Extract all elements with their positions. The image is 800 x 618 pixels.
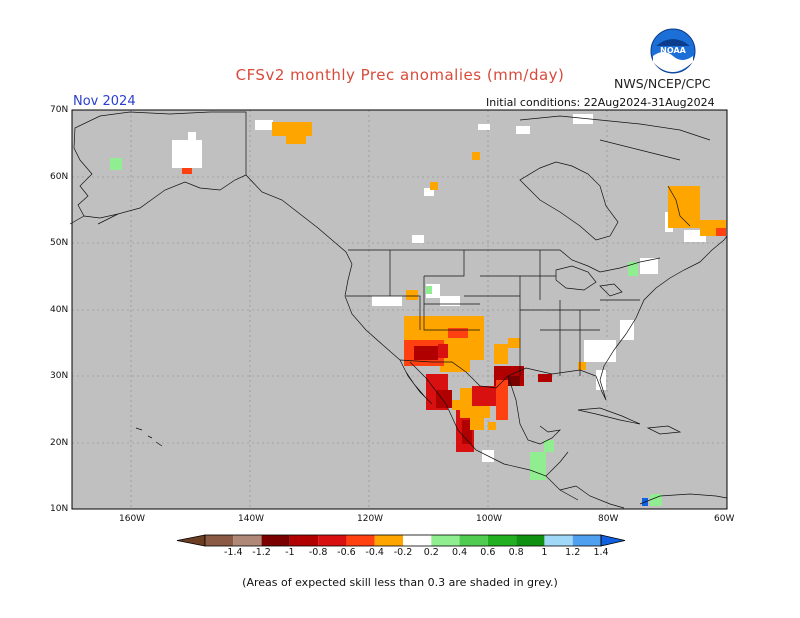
colorbar-swatches bbox=[176, 534, 626, 547]
colorbar-swatch bbox=[205, 535, 234, 546]
lon-tick: 100W bbox=[476, 514, 503, 524]
colorbar-swatch bbox=[487, 535, 517, 546]
colorbar-swatch bbox=[289, 535, 319, 546]
initial-conditions: Initial conditions: 22Aug2024-31Aug2024 bbox=[486, 96, 715, 109]
canada-west-coast bbox=[245, 174, 353, 265]
map-frame bbox=[71, 109, 728, 510]
colorbar-tick: -1.4 bbox=[224, 547, 243, 558]
dry-anomaly-areas bbox=[182, 122, 726, 452]
south-america-north bbox=[639, 493, 728, 505]
gulf-coast bbox=[507, 365, 607, 445]
colorbar-swatch bbox=[374, 535, 403, 546]
lat-tick: 10N bbox=[50, 504, 69, 514]
colorbar-swatch bbox=[233, 535, 262, 546]
lat-tick: 50N bbox=[50, 238, 69, 248]
colorbar-swatch bbox=[544, 535, 573, 546]
lat-tick: 60N bbox=[50, 172, 69, 182]
logo-text: NOAA bbox=[660, 46, 686, 55]
gridlines bbox=[72, 110, 727, 509]
colorbar-swatch bbox=[261, 535, 290, 546]
colorbar-swatch bbox=[318, 535, 347, 546]
wet-anomaly-areas bbox=[110, 158, 662, 506]
low-skill-white-areas bbox=[172, 114, 706, 462]
us-west-coast bbox=[344, 263, 401, 361]
lat-tick: 30N bbox=[50, 371, 69, 381]
colorbar-tick: 0.8 bbox=[508, 547, 524, 558]
mexico-pacific-coast bbox=[409, 361, 579, 501]
map-background bbox=[72, 110, 727, 509]
state-lines-west bbox=[346, 250, 521, 331]
hudson-bay bbox=[519, 161, 619, 241]
colorbar-tick: -0.8 bbox=[308, 547, 328, 558]
colorbar-tick: 0.2 bbox=[423, 547, 439, 558]
baja-california bbox=[399, 359, 433, 405]
central-america bbox=[545, 451, 625, 509]
hawaii bbox=[135, 427, 163, 447]
colorbar-low-cap bbox=[176, 534, 206, 547]
us-east-coast bbox=[603, 261, 701, 367]
arctic-islands bbox=[519, 115, 711, 161]
cuba bbox=[577, 407, 641, 425]
colorbar-tick: -0.6 bbox=[337, 547, 356, 558]
lat-tick: 40N bbox=[50, 305, 69, 315]
great-lakes bbox=[555, 265, 623, 297]
colorbar-high-cap bbox=[600, 534, 626, 547]
colorbar-tick: 1.4 bbox=[593, 547, 609, 558]
forecast-month: Nov 2024 bbox=[73, 94, 136, 109]
colorbar-tick: -0.2 bbox=[393, 547, 413, 558]
noaa-logo: NOAA bbox=[650, 28, 696, 78]
alaska-coast bbox=[73, 111, 247, 219]
colorbar-swatch bbox=[346, 535, 375, 546]
lon-tick: 140W bbox=[238, 514, 265, 524]
lat-tick: 20N bbox=[50, 438, 69, 448]
lon-tick: 160W bbox=[119, 514, 146, 524]
colorbar-tick: 1 bbox=[541, 547, 548, 558]
map-title: CFSv2 monthly Prec anomalies (mm/day) bbox=[235, 66, 565, 84]
us-mexico-border bbox=[399, 359, 509, 389]
skill-note: (Areas of expected skill less than 0.3 a… bbox=[242, 576, 558, 589]
lon-tick: 120W bbox=[357, 514, 384, 524]
canada-east-coast bbox=[667, 185, 728, 263]
colorbar-tick: -1.2 bbox=[252, 547, 271, 558]
colorbar-tick: 0.4 bbox=[452, 547, 468, 558]
lon-tick: 80W bbox=[598, 514, 619, 524]
colorbar-swatch bbox=[403, 535, 432, 546]
colorbar-swatch bbox=[459, 535, 488, 546]
coastlines-and-borders bbox=[69, 111, 728, 509]
colorbar-tick: 1.2 bbox=[565, 547, 581, 558]
colorbar-swatch bbox=[572, 535, 601, 546]
colorbar-swatch bbox=[431, 535, 460, 546]
canada-us-border bbox=[348, 249, 661, 273]
colorbar-tick: -1 bbox=[285, 547, 295, 558]
colorbar-tick: -0.4 bbox=[365, 547, 384, 558]
lon-tick: 60W bbox=[714, 514, 735, 524]
hispaniola bbox=[646, 425, 682, 435]
agency-label: NWS/NCEP/CPC bbox=[614, 76, 711, 91]
colorbar-tick: 0.6 bbox=[480, 547, 496, 558]
lat-tick: 70N bbox=[50, 105, 69, 115]
colorbar-swatch bbox=[516, 535, 545, 546]
state-lines-east bbox=[519, 250, 640, 376]
